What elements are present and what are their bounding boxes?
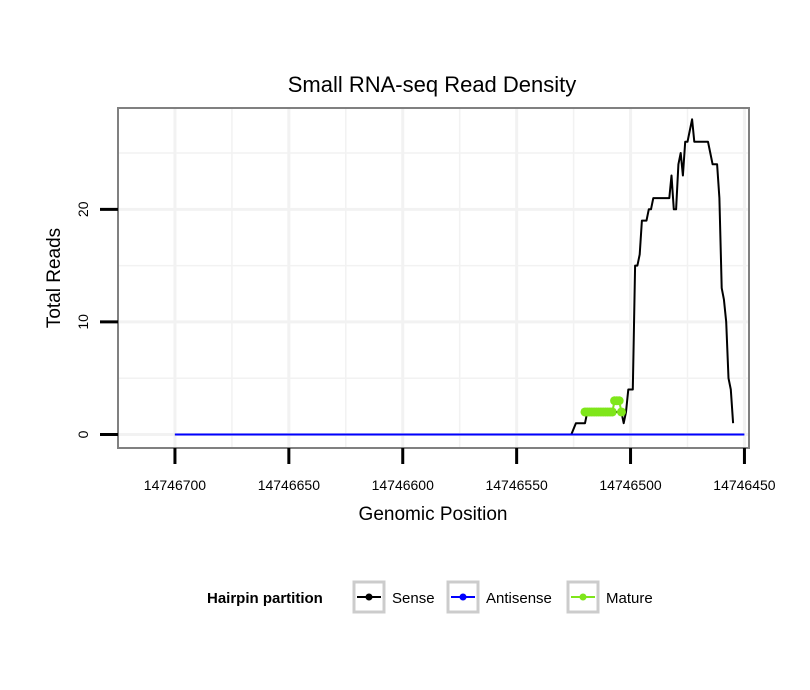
- grid-layer: [118, 108, 749, 448]
- x-tick-label-5: 14746450: [713, 477, 776, 493]
- legend-label-sense: Sense: [392, 590, 435, 607]
- legend-item-antisense: Antisense: [446, 580, 552, 614]
- y-tick-label-0: 0: [75, 430, 91, 438]
- legend-label-antisense: Antisense: [486, 590, 552, 607]
- legend-title: Hairpin partition: [207, 590, 323, 607]
- legend-item-mature: Mature: [566, 580, 653, 614]
- y-tick-label-2: 20: [75, 201, 91, 217]
- legend-item-sense: Sense: [352, 580, 435, 614]
- legend-key-sense-point: [365, 593, 373, 601]
- legend-key-antisense-point: [459, 593, 467, 601]
- y-tick-label-1: 10: [75, 314, 91, 330]
- axis-layer: 14746700 14746650 14746600 14746550 14746500…: [75, 201, 776, 493]
- plot-panel-border: [117, 107, 750, 449]
- x-tick-label-4: 14746500: [599, 477, 662, 493]
- legend-key-mature-point: [579, 593, 587, 601]
- x-tick-label-3: 14746550: [485, 477, 548, 493]
- x-tick-label-2: 14746600: [372, 477, 435, 493]
- legend-label-mature: Mature: [606, 590, 653, 607]
- series-layer: [174, 118, 745, 436]
- x-axis-label: Genomic Position: [359, 504, 508, 525]
- legend: Hairpin partition Sense Antisense Mature: [207, 580, 653, 614]
- mature-series-line: [585, 399, 623, 413]
- y-axis-label: Total Reads: [44, 228, 65, 328]
- chart-title: Small RNA-seq Read Density: [288, 72, 577, 97]
- sense-series-line: [174, 118, 735, 436]
- x-tick-label-1: 14746650: [258, 477, 321, 493]
- x-tick-label-0: 14746700: [144, 477, 207, 493]
